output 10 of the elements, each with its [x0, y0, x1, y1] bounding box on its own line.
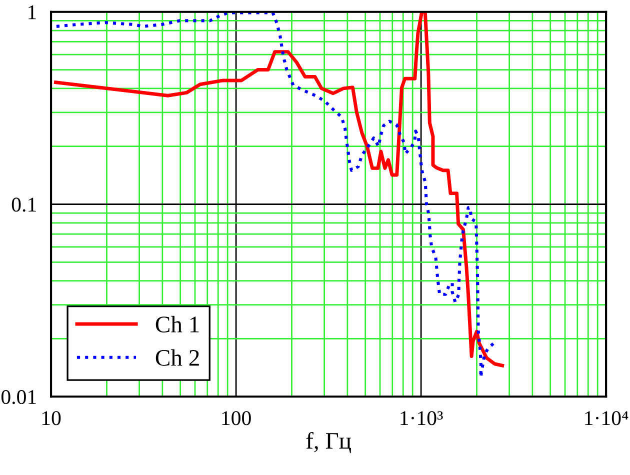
- x-tick-label: 100: [222, 411, 251, 426]
- x-tick-label: 1·10⁴: [585, 411, 628, 426]
- y-tick-label: 0.1: [12, 198, 36, 212]
- legend-label: Ch 2: [156, 349, 199, 366]
- y-tick-label: 0.01: [1, 390, 36, 404]
- x-axis-title: f, Гц: [306, 432, 351, 454]
- legend-label: Ch 1: [156, 316, 199, 332]
- x-tick-label: 10: [42, 411, 61, 426]
- y-tick-label: 1: [28, 5, 36, 20]
- x-tick-label: 1·10³: [400, 411, 443, 426]
